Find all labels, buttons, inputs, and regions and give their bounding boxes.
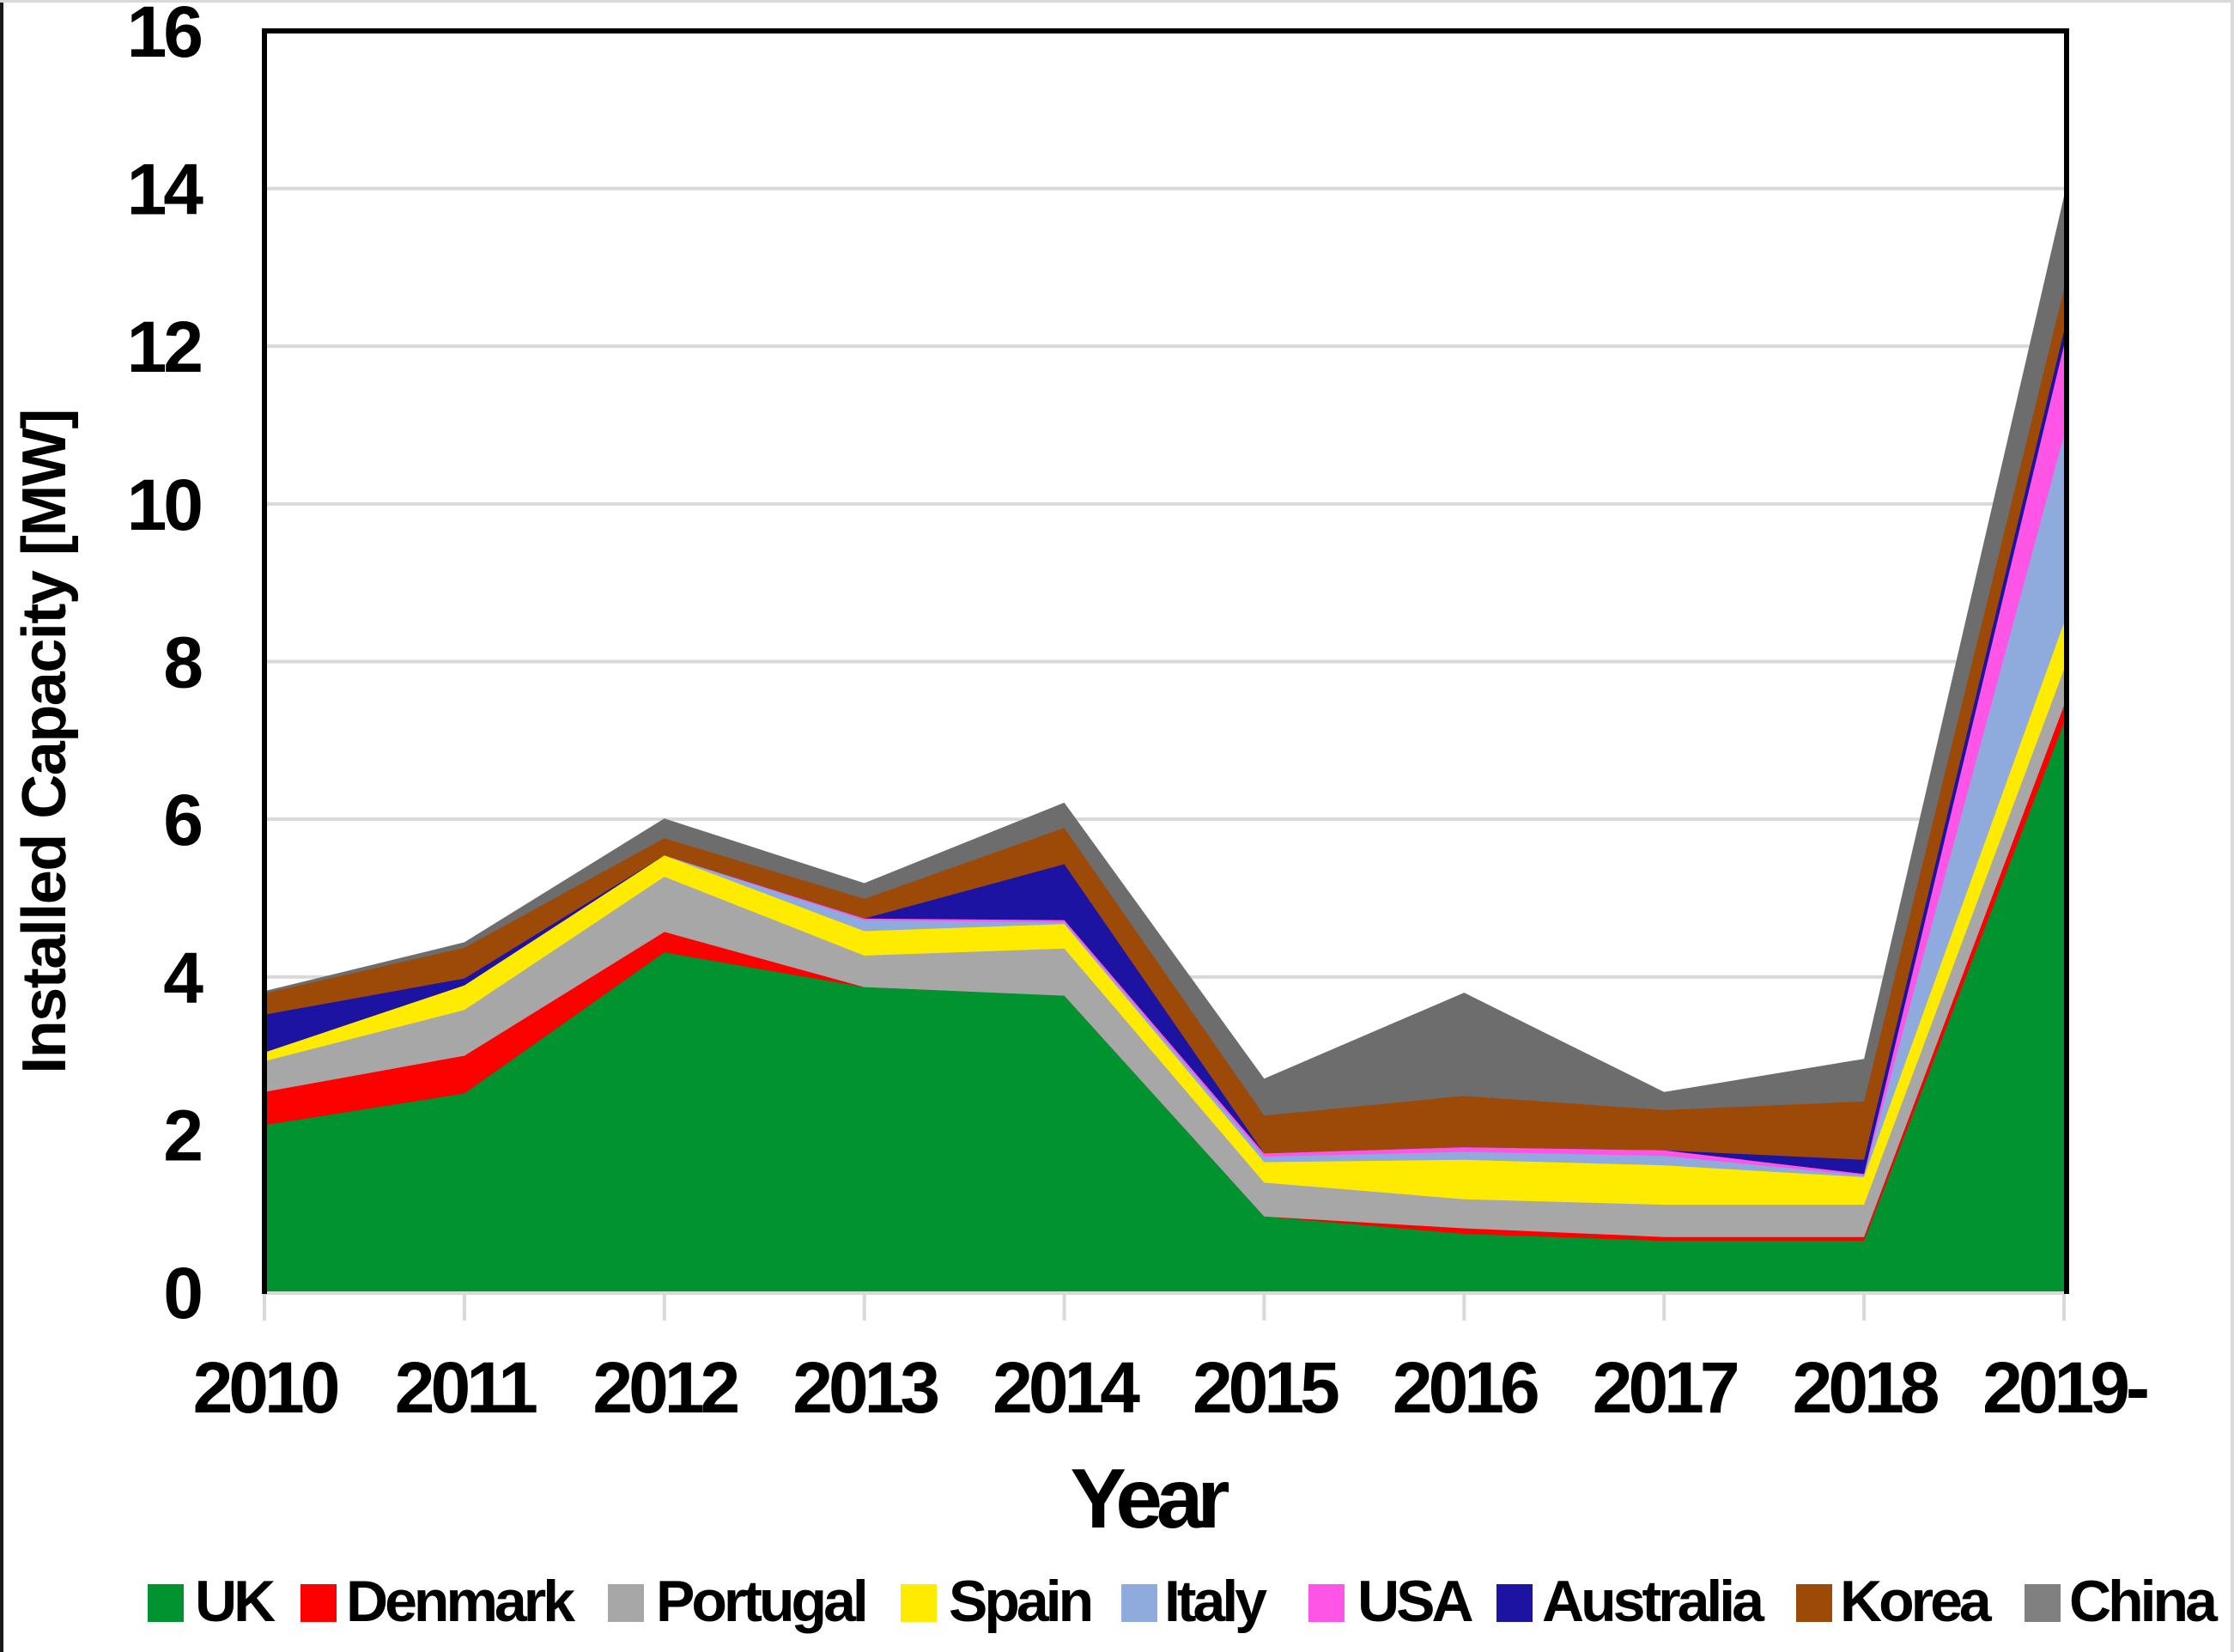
svg-text:2: 2 — [163, 1095, 201, 1175]
svg-text:China: China — [2069, 1569, 2219, 1634]
svg-text:4: 4 — [163, 938, 203, 1018]
svg-text:2010: 2010 — [193, 1347, 338, 1428]
svg-text:2014: 2014 — [993, 1347, 1140, 1428]
svg-text:16: 16 — [127, 0, 202, 72]
svg-text:0: 0 — [163, 1253, 201, 1333]
svg-text:10: 10 — [127, 465, 202, 545]
svg-text:2019-: 2019- — [1982, 1347, 2147, 1428]
svg-text:14: 14 — [127, 149, 204, 230]
svg-text:6: 6 — [163, 780, 201, 860]
svg-text:2015: 2015 — [1193, 1347, 1339, 1428]
svg-text:Italy: Italy — [1164, 1569, 1267, 1634]
svg-text:Portugal: Portugal — [656, 1569, 865, 1634]
svg-text:2011: 2011 — [395, 1347, 537, 1428]
svg-text:8: 8 — [163, 623, 202, 703]
svg-text:Year: Year — [1070, 1451, 1229, 1546]
svg-text:UK: UK — [195, 1569, 276, 1634]
svg-text:Spain: Spain — [949, 1569, 1091, 1634]
svg-text:Australia: Australia — [1542, 1569, 1765, 1634]
svg-text:Installed Capacity [MW]: Installed Capacity [MW] — [10, 410, 79, 1074]
svg-text:2018: 2018 — [1793, 1347, 1939, 1428]
svg-text:USA: USA — [1357, 1569, 1472, 1634]
svg-text:2016: 2016 — [1393, 1347, 1538, 1428]
svg-text:2017: 2017 — [1593, 1347, 1738, 1428]
svg-text:2012: 2012 — [592, 1347, 738, 1428]
svg-text:Denmark: Denmark — [346, 1569, 575, 1634]
svg-text:2013: 2013 — [792, 1347, 938, 1428]
svg-text:Korea: Korea — [1840, 1569, 1993, 1634]
svg-text:12: 12 — [127, 307, 202, 387]
